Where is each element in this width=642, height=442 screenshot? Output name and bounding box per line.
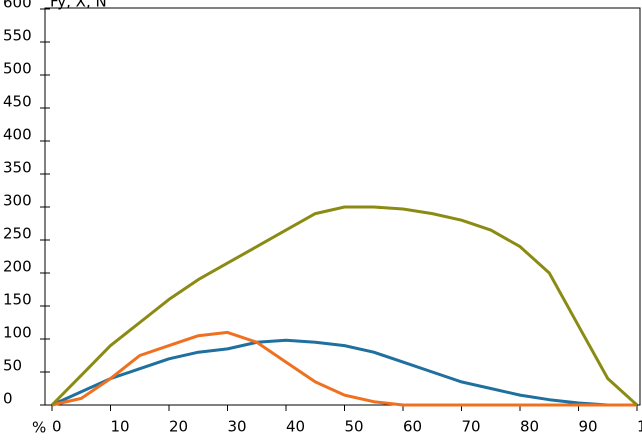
y-tick-label: 250 [3,225,32,243]
x-tick-label: 0 [52,418,62,436]
x-tick-label: 80 [520,418,539,436]
x-tick-label: 10 [111,418,130,436]
x-tick-label: 20 [169,418,188,436]
y-tick-label: 350 [3,159,32,177]
data-line [51,330,637,407]
y-tick-label: 300 [3,192,32,210]
y-tick-label: 550 [3,27,32,45]
chart-title: Fy, X, N [50,0,107,11]
y-tick-label: 450 [3,93,32,111]
x-tick-label: 70 [462,418,481,436]
x-tick-label: 40 [286,418,305,436]
y-tick-label: 200 [3,258,32,276]
y-tick-label: 50 [3,357,22,375]
data-line [51,338,637,407]
x-tick-label: 90 [579,418,598,436]
y-tick-label: 150 [3,291,32,309]
x-tick-label: 50 [345,418,364,436]
x-tick-label: 100 [637,418,642,436]
x-axis-label: % [32,419,46,437]
y-tick-label: 500 [3,60,32,78]
y-tick-label: 100 [3,324,32,342]
x-tick-label: 60 [403,418,422,436]
x-tick-label: 30 [228,418,247,436]
y-tick-label: 400 [3,126,32,144]
y-tick-label: 0 [3,390,13,408]
data-line [50,205,639,407]
y-tick-label: 600 [3,0,32,12]
